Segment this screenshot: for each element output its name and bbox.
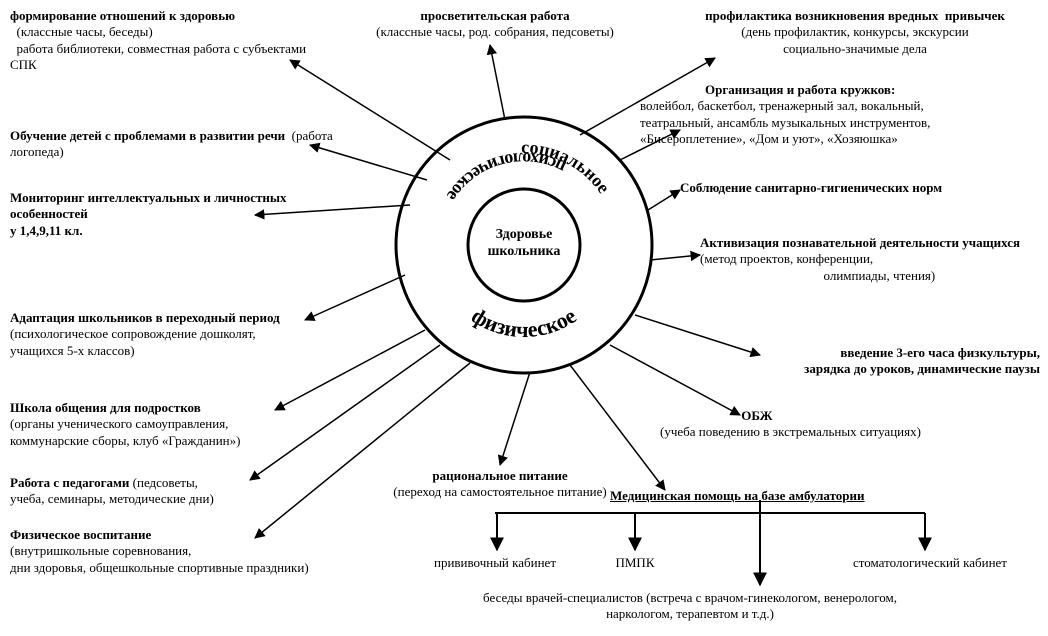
svg-text:психологическое: психологическое (443, 149, 569, 205)
node-m3: стоматологический кабинет (830, 555, 1030, 571)
node-n12: Активизация познавательной деятельности … (700, 235, 1040, 284)
node-n13: введение 3-его часа физкультуры,зарядка … (720, 345, 1040, 378)
node-n3: Мониторинг интеллектуальных и личностных… (10, 190, 290, 239)
node-m1: прививочный кабинет (405, 555, 585, 571)
node-n4: Адаптация школьников в переходный период… (10, 310, 340, 359)
svg-text:физическое: физическое (467, 303, 580, 342)
diagram-canvas: { "canvas": { "width": 1048, "height": 6… (0, 0, 1048, 636)
svg-text:социальное: социальное (521, 137, 614, 197)
node-med: Медицинская помощь на базе амбулатории (610, 488, 1030, 504)
node-n10: Организация и работа кружков:волейбол, б… (640, 82, 1040, 147)
core-title: Здоровьешкольника (469, 227, 579, 261)
node-n14: ОБЖ(учеба поведению в экстремальных ситу… (660, 408, 1040, 441)
node-m2: ПМПК (595, 555, 675, 571)
node-n5: Школа общения для подростков(органы учен… (10, 400, 340, 449)
node-n11: Соблюдение санитарно-гигиенических норм (680, 180, 1040, 196)
node-m4: беседы врачей-специалистов (встреча с вр… (380, 590, 1000, 623)
node-n2: Обучение детей с проблемами в развитии р… (10, 128, 340, 161)
node-n1: формирование отношений к здоровью (класс… (10, 8, 320, 73)
node-n9: профилактика возникновения вредных привы… (670, 8, 1040, 57)
node-n6: Работа с педагогами (педсоветы,учеба, се… (10, 475, 340, 508)
node-n8: просветительская работа(классные часы, р… (330, 8, 660, 41)
node-n7: Физическое воспитание(внутришкольные сор… (10, 527, 340, 576)
